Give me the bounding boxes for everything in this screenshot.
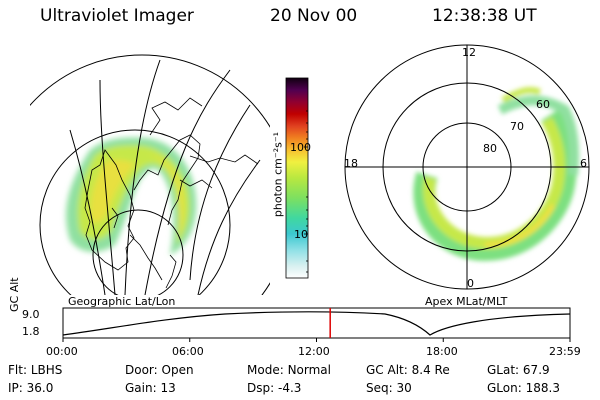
mode-label: Mode: bbox=[247, 363, 284, 377]
dsp-value: -4.3 bbox=[277, 381, 302, 395]
auroral-emission-geographic bbox=[66, 137, 197, 255]
mlat-label-80: 80 bbox=[483, 142, 497, 155]
seq-value: 30 bbox=[396, 381, 412, 395]
colorbar-tick-10: 10 bbox=[294, 228, 308, 241]
mlt-label-0: 0 bbox=[467, 277, 474, 290]
gcalt-info: GC Alt: 8.4 Re bbox=[366, 363, 450, 377]
polar-caption: Apex MLat/MLT bbox=[425, 295, 508, 308]
mode-value: Normal bbox=[287, 363, 331, 377]
altitude-plot bbox=[62, 307, 571, 342]
color-bar-ticks bbox=[304, 110, 308, 273]
seq-label: Seq: bbox=[366, 381, 393, 395]
auroral-oval-emission bbox=[413, 87, 580, 262]
polar-image-panel bbox=[344, 44, 590, 290]
polar-grid bbox=[344, 44, 590, 290]
geographic-grid bbox=[30, 54, 270, 295]
altitude-ytick-low: 1.8 bbox=[22, 325, 40, 338]
ip-value: 36.0 bbox=[26, 381, 54, 395]
door-value: Open bbox=[161, 363, 194, 377]
gcalt-value: 8.4 Re bbox=[411, 363, 450, 377]
geographic-caption: Geographic Lat/Lon bbox=[68, 295, 176, 308]
coastline-outlines bbox=[84, 97, 259, 289]
gain-label: Gain: bbox=[125, 381, 157, 395]
geographic-image-panel bbox=[30, 54, 270, 295]
xtick-0000: 00:00 bbox=[46, 345, 78, 358]
altitude-curve bbox=[62, 311, 571, 336]
colorbar-label: photon cm⁻²s⁻¹ bbox=[271, 131, 285, 218]
glat-value: 67.9 bbox=[522, 363, 550, 377]
glon-label: GLon: bbox=[487, 381, 522, 395]
filter-info: Flt: LBHS bbox=[8, 363, 62, 377]
gain-value: 13 bbox=[160, 381, 176, 395]
color-bar bbox=[285, 77, 309, 279]
dsp-info: Dsp: -4.3 bbox=[247, 381, 301, 395]
dsp-label: Dsp: bbox=[247, 381, 275, 395]
door-label: Door: bbox=[125, 363, 158, 377]
mlt-label-6: 6 bbox=[580, 157, 587, 170]
glat-label: GLat: bbox=[487, 363, 520, 377]
filter-label: Flt: bbox=[8, 363, 27, 377]
xtick-2359: 23:59 bbox=[549, 345, 581, 358]
xtick-1800: 18:00 bbox=[426, 345, 458, 358]
time-label: 12:38:38 UT bbox=[432, 6, 537, 26]
mlt-label-18: 18 bbox=[344, 157, 358, 170]
mlat-label-60: 60 bbox=[536, 98, 550, 111]
glon-value: 188.3 bbox=[525, 381, 560, 395]
mlat-label-70: 70 bbox=[510, 120, 524, 133]
ip-info: IP: 36.0 bbox=[8, 381, 53, 395]
mode-info: Mode: Normal bbox=[247, 363, 331, 377]
xtick-0600: 06:00 bbox=[172, 345, 204, 358]
altitude-ylabel: GC Alt bbox=[8, 277, 21, 312]
xtick-1200: 12:00 bbox=[298, 345, 330, 358]
date-label: 20 Nov 00 bbox=[270, 6, 358, 26]
door-info: Door: Open bbox=[125, 363, 194, 377]
instrument-title: Ultraviolet Imager bbox=[40, 6, 194, 26]
mlt-label-12: 12 bbox=[462, 46, 476, 59]
glon-info: GLon: 188.3 bbox=[487, 381, 560, 395]
glat-info: GLat: 67.9 bbox=[487, 363, 550, 377]
color-bar-scale bbox=[285, 77, 309, 279]
gcalt-label: GC Alt: bbox=[366, 363, 408, 377]
filter-value: LBHS bbox=[30, 363, 63, 377]
altitude-ytick-high: 9.0 bbox=[22, 308, 40, 321]
gain-info: Gain: 13 bbox=[125, 381, 176, 395]
ip-label: IP: bbox=[8, 381, 23, 395]
altitude-plot-frame bbox=[62, 307, 571, 339]
seq-info: Seq: 30 bbox=[366, 381, 412, 395]
altitude-x-ticks bbox=[62, 338, 571, 342]
colorbar-tick-100: 100 bbox=[290, 141, 311, 154]
